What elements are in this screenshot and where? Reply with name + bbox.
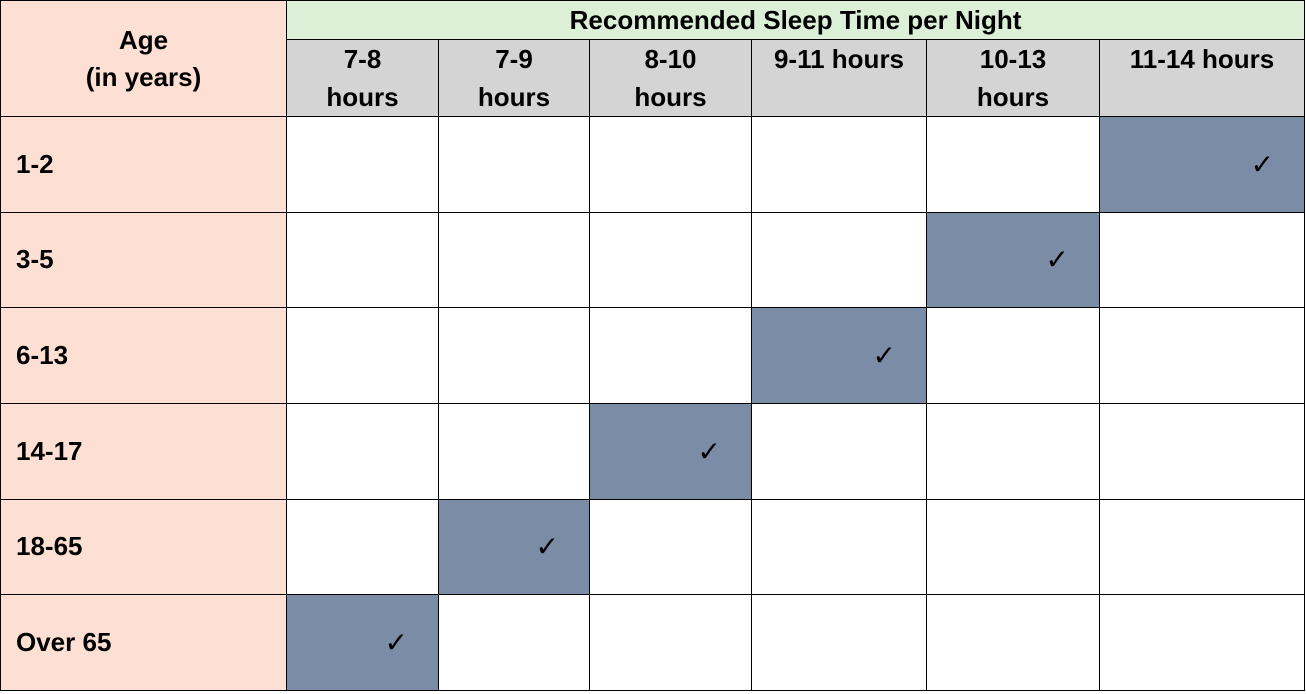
empty-cell [589, 211, 752, 309]
column-header-line1: 7-8 [343, 44, 382, 74]
table-body: 1-2 ✓ 3-5 ✓ 6-13 ✓ 14-17 ✓ 18-65 ✓ Over 65 ✓ [0, 116, 1306, 691]
empty-cell [286, 402, 439, 500]
column-header-line1: 9-11 hours [773, 44, 905, 74]
age-group-label: 3-5 [0, 211, 287, 309]
check-mark-icon: ✓ [384, 626, 408, 660]
column-header: 9-11 hours [751, 39, 927, 117]
empty-cell [589, 307, 752, 404]
empty-cell [286, 116, 439, 213]
recommended-cell: ✓ [438, 498, 590, 596]
check-mark-icon: ✓ [1250, 147, 1275, 181]
table-row: 3-5 ✓ [0, 211, 1306, 309]
column-header: 7-8 hours [286, 39, 439, 117]
empty-cell [926, 307, 1100, 404]
table-row: 18-65 ✓ [0, 498, 1306, 596]
empty-cell [926, 594, 1100, 691]
age-group-label: 1-2 [0, 116, 287, 213]
recommended-cell: ✓ [926, 211, 1100, 309]
table-row: 14-17 ✓ [0, 402, 1306, 500]
empty-cell [751, 594, 927, 691]
recommended-cell: ✓ [589, 402, 752, 500]
empty-cell [438, 594, 590, 691]
empty-cell [751, 116, 927, 213]
header-row-columns: 7-8 hours 7-9 hours 8-10 hours 9-11 hour… [1, 39, 1306, 117]
empty-cell [751, 402, 927, 500]
column-header: 11-14 hours [1098, 39, 1306, 117]
table-row: 6-13 ✓ [0, 307, 1306, 404]
age-group-label: Over 65 [0, 594, 287, 691]
empty-cell [1098, 594, 1306, 691]
empty-cell [751, 498, 927, 596]
empty-cell [286, 307, 439, 404]
empty-cell [438, 402, 590, 500]
empty-cell [926, 402, 1100, 500]
sleep-time-group-header: Recommended Sleep Time per Night [285, 0, 1306, 40]
empty-cell [926, 116, 1100, 213]
empty-cell [438, 307, 590, 404]
empty-cell [589, 116, 752, 213]
check-mark-icon: ✓ [872, 339, 896, 373]
column-header-line2: hours [326, 82, 399, 112]
column-header-line2: hours [477, 82, 551, 112]
header-row-group: Age (in years) Recommended Sleep Time pe… [0, 0, 1306, 117]
age-group-label: 18-65 [0, 498, 287, 596]
check-mark-icon: ✓ [697, 434, 721, 468]
empty-cell [1098, 211, 1306, 309]
check-mark-icon: ✓ [535, 530, 559, 564]
column-header: 7-9 hours [438, 39, 590, 117]
column-header-line2: hours [634, 82, 707, 112]
empty-cell [926, 498, 1100, 596]
age-column-header: Age (in years) [0, 0, 287, 117]
table-row: 1-2 ✓ [0, 116, 1306, 213]
empty-cell [589, 594, 752, 691]
column-header-line2: hours [976, 82, 1050, 112]
age-group-label: 14-17 [0, 402, 287, 500]
empty-cell [438, 211, 590, 309]
empty-cell [1098, 498, 1306, 596]
column-header-line1: 8-10 [644, 44, 697, 74]
empty-cell [751, 211, 927, 309]
empty-cell [1098, 307, 1306, 404]
empty-cell [286, 498, 439, 596]
empty-cell [589, 498, 752, 596]
recommended-cell: ✓ [1098, 116, 1306, 213]
check-mark-icon: ✓ [1045, 243, 1069, 277]
age-group-label: 6-13 [0, 307, 287, 404]
column-header: 10-13 hours [926, 39, 1100, 117]
column-header-line1: 10-13 [979, 44, 1047, 74]
age-header-title: Age [118, 24, 169, 55]
column-header-line1: 11-14 hours [1129, 44, 1275, 74]
age-header-unit: (in years) [85, 61, 202, 92]
empty-cell [438, 116, 590, 213]
column-header: 8-10 hours [589, 39, 752, 117]
empty-cell [286, 211, 439, 309]
recommended-cell: ✓ [286, 594, 439, 691]
empty-cell [1098, 402, 1306, 500]
table-row: Over 65 ✓ [0, 594, 1306, 691]
recommended-cell: ✓ [751, 307, 927, 404]
column-header-line1: 7-9 [495, 44, 533, 74]
